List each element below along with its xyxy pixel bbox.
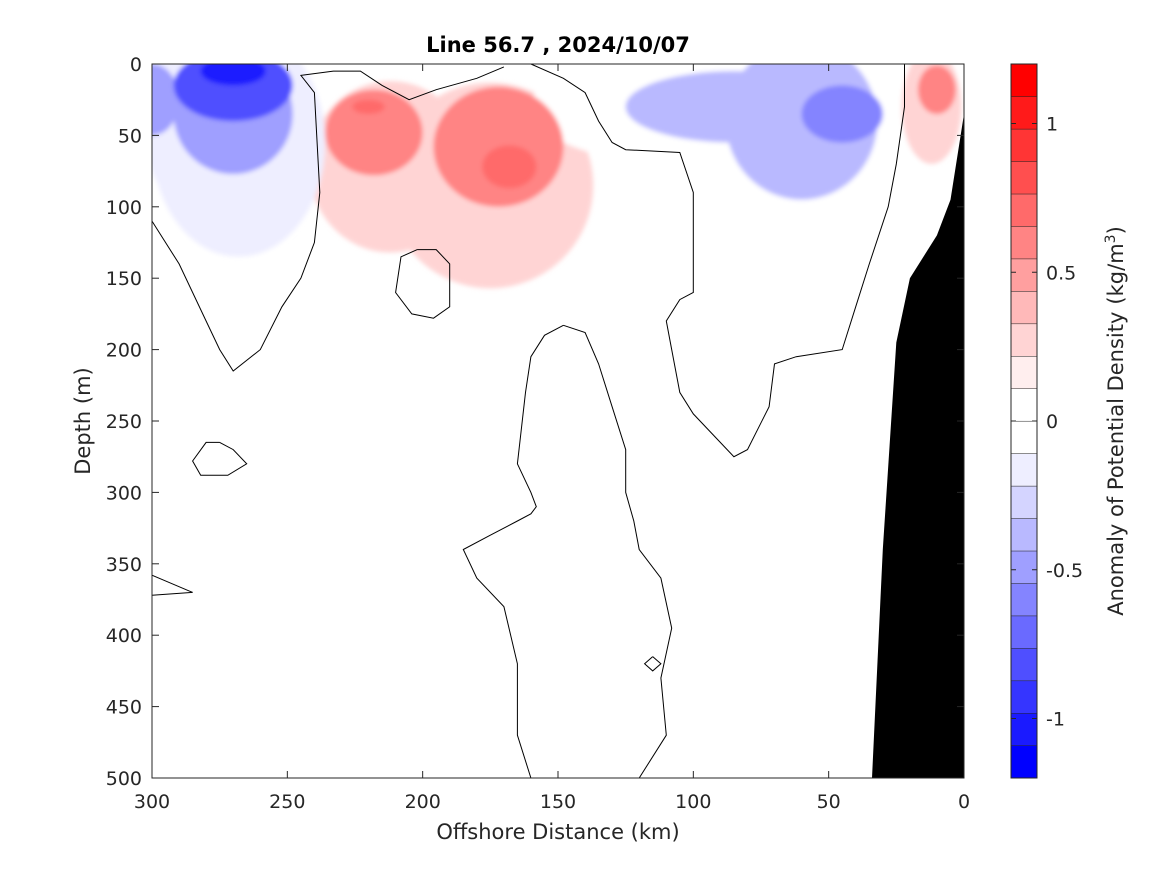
x-tick-label: 0 xyxy=(958,791,970,813)
colorbar-cell xyxy=(1010,420,1038,454)
colorbar-tick-label: 0.5 xyxy=(1046,262,1076,284)
colorbar-label: Anomaly of Potential Density (kg/m3) xyxy=(1103,226,1128,616)
colorbar-cell xyxy=(1010,583,1038,617)
x-tick-label: 250 xyxy=(269,791,305,813)
colorbar-cell xyxy=(1010,485,1038,519)
colorbar: -1 -0.5 0 0.5 1 Anomaly of Potential Den… xyxy=(1010,63,1128,779)
colorbar-cell xyxy=(1010,647,1038,682)
zero-contour-line xyxy=(192,441,248,476)
anomaly-blob xyxy=(152,64,180,136)
y-tick-label: 200 xyxy=(106,340,142,362)
y-tick-label: 350 xyxy=(106,554,142,576)
colorbar-cells xyxy=(1010,63,1038,779)
x-tick-label: 50 xyxy=(817,791,841,813)
zero-contour-line xyxy=(152,66,505,372)
colorbar-cell xyxy=(1010,290,1038,325)
x-tick-label: 200 xyxy=(405,791,441,813)
seafloor-land xyxy=(872,114,964,778)
x-tick-label: 300 xyxy=(134,791,170,813)
colorbar-tick-labels: -1 -0.5 0 0.5 1 xyxy=(1046,114,1083,731)
colorbar-cell xyxy=(1010,161,1038,195)
anomaly-blob xyxy=(918,65,956,114)
y-tick-label: 300 xyxy=(106,482,142,504)
zero-contour-line xyxy=(462,324,564,778)
colorbar-units: (kg/m xyxy=(1104,243,1128,304)
y-tick-label: 150 xyxy=(106,268,142,290)
y-tick-label: 400 xyxy=(106,625,142,647)
colorbar-tick-label: -1 xyxy=(1046,709,1065,731)
anomaly-blob xyxy=(433,86,564,207)
colorbar-tick-marks xyxy=(1011,123,1037,719)
y-axis-ticks: 0 50 100 150 200 250 300 350 400 450 500 xyxy=(106,54,142,790)
anomaly-blob xyxy=(200,64,266,86)
anomaly-blob xyxy=(801,85,883,143)
colorbar-cell xyxy=(1010,96,1038,130)
colorbar-tick-label: 1 xyxy=(1046,114,1058,136)
chart-title: Line 56.7 , 2024/10/07 xyxy=(426,33,690,57)
land-mask xyxy=(872,114,964,778)
anomaly-blob xyxy=(352,99,385,114)
colorbar-tick-label: 0 xyxy=(1046,411,1058,433)
x-axis-label: Offshore Distance (km) xyxy=(436,820,679,844)
y-tick-label: 450 xyxy=(106,697,142,719)
y-tick-label: 50 xyxy=(118,125,142,147)
colorbar-cell xyxy=(1010,258,1038,292)
colorbar-cell xyxy=(1010,518,1038,552)
colorbar-cell xyxy=(1010,615,1038,649)
zero-contour-line xyxy=(530,64,905,458)
colorbar-cell xyxy=(1010,355,1038,389)
colorbar-tick-label: -0.5 xyxy=(1046,560,1083,582)
plot-area xyxy=(151,63,965,779)
y-tick-label: 500 xyxy=(106,768,142,790)
y-axis-label: Depth (m) xyxy=(71,367,95,474)
colorbar-label-text: Anomaly of Potential Density xyxy=(1104,312,1128,616)
y-tick-label: 100 xyxy=(106,197,142,219)
colorbar-units-close: ) xyxy=(1104,226,1128,234)
y-tick-label: 250 xyxy=(106,411,142,433)
colorbar-cell xyxy=(1010,63,1038,97)
colorbar-cell xyxy=(1010,712,1038,746)
anomaly-field xyxy=(152,64,962,289)
colorbar-cell xyxy=(1010,226,1038,260)
zero-contour-line xyxy=(152,574,193,596)
x-tick-label: 100 xyxy=(675,791,711,813)
colorbar-frame xyxy=(1010,63,1038,779)
zero-contour-line xyxy=(395,249,451,319)
colorbar-cell xyxy=(1010,323,1038,357)
colorbar-units-power: 3 xyxy=(1103,234,1119,243)
zero-contours xyxy=(152,64,905,778)
zero-contour-line xyxy=(643,656,662,672)
anomaly-blob xyxy=(625,71,843,143)
x-tick-label: 150 xyxy=(540,791,576,813)
colorbar-cell xyxy=(1010,388,1038,422)
anomaly-blob xyxy=(325,89,423,176)
colorbar-cell xyxy=(1010,453,1038,487)
x-axis-ticks: 300 250 200 150 100 50 0 xyxy=(134,791,970,813)
anomaly-blob xyxy=(482,145,537,189)
x-tick-marks xyxy=(151,64,965,778)
anomaly-blob xyxy=(173,64,293,122)
zero-contour-line xyxy=(563,324,673,778)
y-tick-label: 0 xyxy=(130,54,142,76)
y-tick-marks xyxy=(152,63,964,779)
colorbar-cell xyxy=(1010,193,1038,227)
colorbar-cell xyxy=(1010,680,1038,714)
colorbar-cell xyxy=(1010,128,1038,162)
colorbar-cell xyxy=(1010,550,1038,584)
colorbar-cell xyxy=(1010,745,1038,779)
